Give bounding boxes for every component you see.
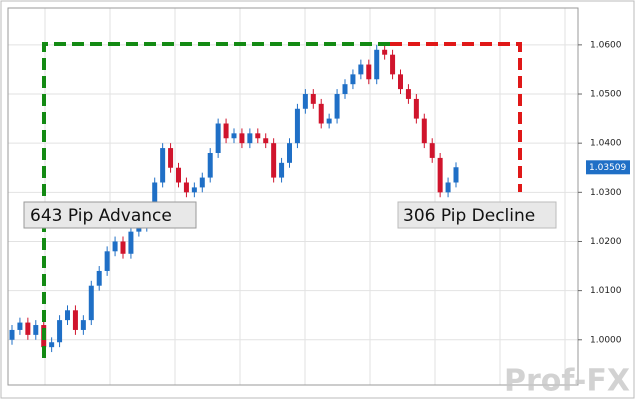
candle-body	[80, 320, 86, 330]
candle-body	[390, 54, 396, 75]
candle-body	[413, 98, 419, 119]
candle-body	[263, 138, 269, 144]
y-tick-label: 1.0300	[590, 188, 622, 198]
candle-body	[128, 231, 134, 254]
candle-body	[199, 177, 205, 188]
candle-body	[350, 74, 356, 85]
candle-body	[88, 285, 94, 321]
candle-body	[183, 182, 189, 193]
candle-body	[294, 108, 300, 144]
candle-body	[247, 133, 253, 144]
candle-body	[239, 133, 245, 144]
candle-body	[96, 270, 102, 286]
candle-body	[271, 143, 277, 178]
candle-body	[358, 64, 364, 75]
candle-body	[231, 133, 237, 139]
candle-body	[374, 49, 380, 80]
last-price-box	[586, 160, 630, 175]
decline-line	[390, 42, 522, 192]
candle-body	[136, 226, 142, 232]
candle-body	[17, 322, 23, 330]
candle-body	[72, 310, 78, 330]
annotation: 643 Pip Advance	[30, 206, 172, 226]
candle-body	[49, 342, 55, 348]
candle-body	[223, 123, 229, 139]
annotation-box	[23, 201, 197, 229]
candle-body	[65, 310, 70, 321]
annotation-box	[397, 201, 557, 229]
watermark: Prof-FX	[504, 364, 630, 399]
candle-body	[57, 320, 63, 343]
candle-body	[207, 153, 213, 178]
candle-body	[429, 143, 435, 158]
candle-body	[9, 329, 15, 340]
candle-body	[405, 89, 411, 99]
y-tick-label: 1.0200	[590, 237, 622, 247]
candle-body	[421, 118, 427, 144]
candle-body	[176, 167, 181, 183]
candle-body	[310, 94, 316, 104]
y-tick-label: 1.0400	[590, 139, 622, 149]
y-tick-label: 1.0100	[590, 286, 622, 296]
y-axis: 1.0000 1.0100 1.0200 1.0300 1.0400 1.0500 1.06…	[578, 40, 630, 345]
candle-body	[334, 94, 340, 119]
annotation: 306 Pip Decline	[403, 206, 535, 226]
candle-body	[112, 241, 118, 252]
candle-body	[120, 241, 126, 254]
plot-border	[7, 7, 579, 386]
advance-line	[42, 42, 390, 358]
last-price-label: 1.03509	[589, 163, 626, 173]
candle-body	[160, 148, 166, 183]
y-tick-label: 1.0600	[590, 40, 622, 50]
candle-body	[326, 118, 332, 124]
candle-body	[342, 84, 348, 95]
candle-body	[318, 103, 324, 124]
candle-body	[366, 64, 372, 80]
candle-body	[215, 123, 221, 153]
candle-body	[437, 157, 443, 193]
y-tick-label: 1.0000	[590, 335, 622, 345]
candle-body	[25, 322, 31, 335]
annotation-lines	[42, 42, 522, 358]
candle-body	[168, 148, 174, 168]
candle-body	[279, 162, 285, 178]
candle-body	[255, 133, 261, 139]
candle-body	[445, 182, 451, 193]
candle-body	[302, 94, 308, 109]
candle-body	[33, 325, 39, 335]
candle-body	[382, 49, 388, 55]
candle-body	[191, 187, 197, 193]
candle-body	[287, 143, 292, 163]
candle-body	[398, 74, 403, 90]
y-tick-label: 1.0500	[590, 90, 622, 100]
candle-body	[104, 251, 110, 271]
candle-body	[453, 167, 459, 183]
